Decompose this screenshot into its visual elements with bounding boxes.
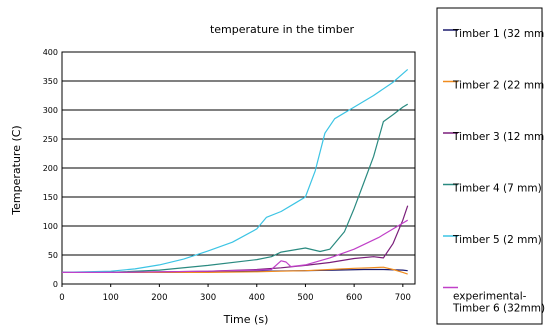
series-line-2 — [62, 266, 408, 275]
y-tick-label: 300 — [43, 106, 58, 115]
series-lines — [61, 68, 409, 275]
legend-label-3: Timber 3 (12 mm — [452, 131, 544, 143]
chart-title: temperature in the timber — [210, 23, 355, 36]
y-tick-label: 250 — [43, 135, 58, 144]
y-tick-label: 400 — [43, 48, 58, 57]
x-tick-label: 400 — [249, 293, 265, 303]
legend-label-1: Timber 1 (32 mm — [452, 28, 544, 40]
series-line-6 — [62, 219, 409, 273]
x-axis-ticks: 0 100 200 300 400 500 600 700 — [59, 284, 411, 303]
legend-label-6: Timber 6 (32mm) — [452, 303, 545, 315]
y-tick-label: 150 — [43, 193, 58, 202]
legend-box — [436, 7, 543, 325]
series-line-5 — [61, 68, 409, 273]
legend-items: Timber 1 (32 mm Timber 2 (22 mm Timber 3 (… — [443, 28, 545, 315]
y-axis-ticks: 0 50 100 150 200 250 300 350 400 — [43, 48, 58, 289]
legend-label-6: experimental- — [453, 291, 527, 303]
series-line-4 — [62, 103, 409, 273]
legend-label-5: Timber 5 (2 mm) — [452, 234, 542, 246]
x-tick-label: 100 — [103, 293, 119, 303]
x-tick-label: 600 — [346, 293, 362, 303]
legend: Timber 1 (32 mm Timber 2 (22 mm Timber 3 (… — [436, 7, 545, 325]
x-tick-label: 300 — [200, 293, 216, 303]
gridlines — [62, 80, 415, 256]
x-tick-label: 200 — [151, 293, 167, 303]
y-tick-label: 350 — [43, 77, 58, 86]
plot-area: 0 50 100 150 200 250 300 350 400 0 100 200 300 400 50… — [43, 48, 416, 303]
x-axis-label: Time (s) — [223, 313, 269, 326]
y-tick-label: 100 — [43, 222, 58, 231]
legend-label-4: Timber 4 (7 mm) — [452, 183, 542, 195]
y-tick-label: 0 — [53, 280, 58, 289]
x-tick-label: 0 — [59, 293, 64, 303]
x-tick-label: 700 — [395, 293, 411, 303]
y-tick-label: 50 — [48, 251, 58, 260]
x-tick-label: 500 — [297, 293, 313, 303]
y-tick-label: 200 — [43, 164, 58, 173]
legend-label-2: Timber 2 (22 mm — [452, 80, 544, 92]
y-axis-label: Temperature (C) — [10, 125, 23, 215]
